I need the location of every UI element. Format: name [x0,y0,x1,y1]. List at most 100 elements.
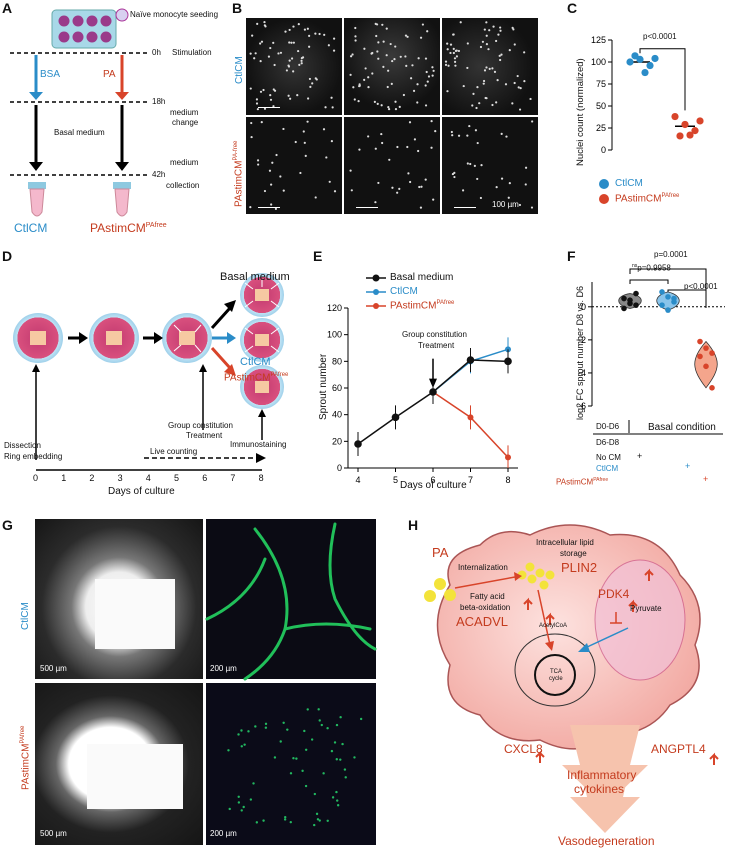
data-point [633,290,639,297]
nucleus-dot [349,73,352,76]
g-vessel-pa [206,683,376,845]
nucleus-dot [449,43,453,46]
e-annot-treatment: Treatment [418,341,455,350]
data-point [636,55,644,63]
f-p1: p=0.0001 [654,250,688,259]
e-legend-ctlcm: CtlCM [390,286,418,297]
nucleus-dot [485,21,488,24]
panel-label-h: H [408,517,419,533]
h-vasodegeneration: Vasodegeneration [558,834,655,848]
nucleus-dot [311,82,314,85]
nucleus-dot [461,189,465,192]
vessel-fragment [339,716,342,719]
nucleus-dot [496,79,499,82]
nucleus-dot [485,34,488,37]
vessel-fragment [333,741,337,744]
nucleus-dot [482,79,486,83]
nucleus-dot [475,106,478,110]
svg-text:+: + [685,461,690,471]
micro-ctl-3 [442,18,538,115]
nucleus-dot [416,83,419,86]
ctlcm-tube-icon [28,182,46,217]
nucleus-dot [431,74,434,77]
nucleus-dot [259,42,262,45]
nucleus-dot [327,44,330,47]
panel-label-c: C [567,0,578,16]
nucleus-dot [462,84,465,88]
d-basal-medium: Basal medium [220,271,290,283]
data-point [671,112,679,121]
data-point [641,68,649,77]
macrophage-diagram [424,524,719,833]
nucleus-dot [471,104,474,107]
nucleus-dot [331,106,334,109]
nucleus-dot [394,100,397,103]
nucleus-dot [408,121,412,124]
h-cytokines: cytokines [574,782,625,796]
log2fc-violin-chart: 0 -2 -4 -6 [578,268,725,411]
vessel-fragment [254,725,257,728]
nucleus-dot [523,80,526,83]
vessel-fragment [339,758,342,761]
nucleus-dot [432,198,435,201]
data-point [703,345,709,351]
nucleus-dot [279,175,282,178]
nucleus-dot [457,134,461,137]
time-42h: 42h [152,170,166,179]
nucleus-dot [275,153,278,157]
vessel-fragment [240,745,243,748]
nucleus-dot [287,94,290,97]
data-point [696,117,704,125]
data-point [354,440,362,448]
data-point [504,357,512,366]
d-day-tick: 7 [230,473,236,483]
nucleus-dot [385,54,388,57]
data-point [633,302,639,308]
medium-change-label-2: change [172,118,199,127]
nucleus-dot [468,124,471,128]
nucleus-dot [289,97,292,100]
y-tick-label: 25 [596,123,606,133]
legend-markers [599,179,609,204]
nuclei-count-chart: 0 25 50 75 100 125 [591,35,704,155]
data-point [709,385,715,391]
nucleus-dot [508,49,511,52]
data-point [621,305,627,312]
y-tick-label: 0 [601,145,606,155]
x-tick-label: 5 [393,475,398,485]
nucleus-dot [318,32,321,36]
nucleus-dot [396,145,399,149]
vessel-fragment [262,819,265,822]
h-inflammatory: Inflammatory [567,768,637,782]
nucleus-dot [454,64,457,67]
nucleus-dot [454,49,458,52]
nucleus-dot [500,132,503,135]
nucleus-dot [260,121,263,124]
nucleus-dot [377,57,380,60]
nucleus-dot [419,36,423,39]
nucleus-dot [255,98,259,101]
svg-text:+: + [637,451,642,461]
nucleus [594,559,686,681]
nucleus-dot [374,147,377,150]
nucleus-dot [480,164,483,167]
data-point [665,307,671,313]
data-point [467,414,474,421]
nucleus-dot [354,26,357,30]
nucleus-dot [251,34,254,37]
nucleus-dot [529,97,532,101]
f-d0d6: D0-D6 [596,422,620,431]
nucleus-dot [424,178,427,181]
vessel-fragment [341,742,344,746]
x-tick-label: 8 [505,475,510,485]
bracket [629,279,669,284]
nucleus-dot [446,48,449,51]
data-point [697,338,703,345]
vessel-fragment [284,815,287,819]
nucleus-dot [268,169,272,172]
nucleus-dot [330,140,333,143]
vessel-fragment [303,729,306,733]
vessel-fragment [336,799,339,802]
nucleus-dot [367,76,370,79]
h-pa: PA [432,545,449,560]
